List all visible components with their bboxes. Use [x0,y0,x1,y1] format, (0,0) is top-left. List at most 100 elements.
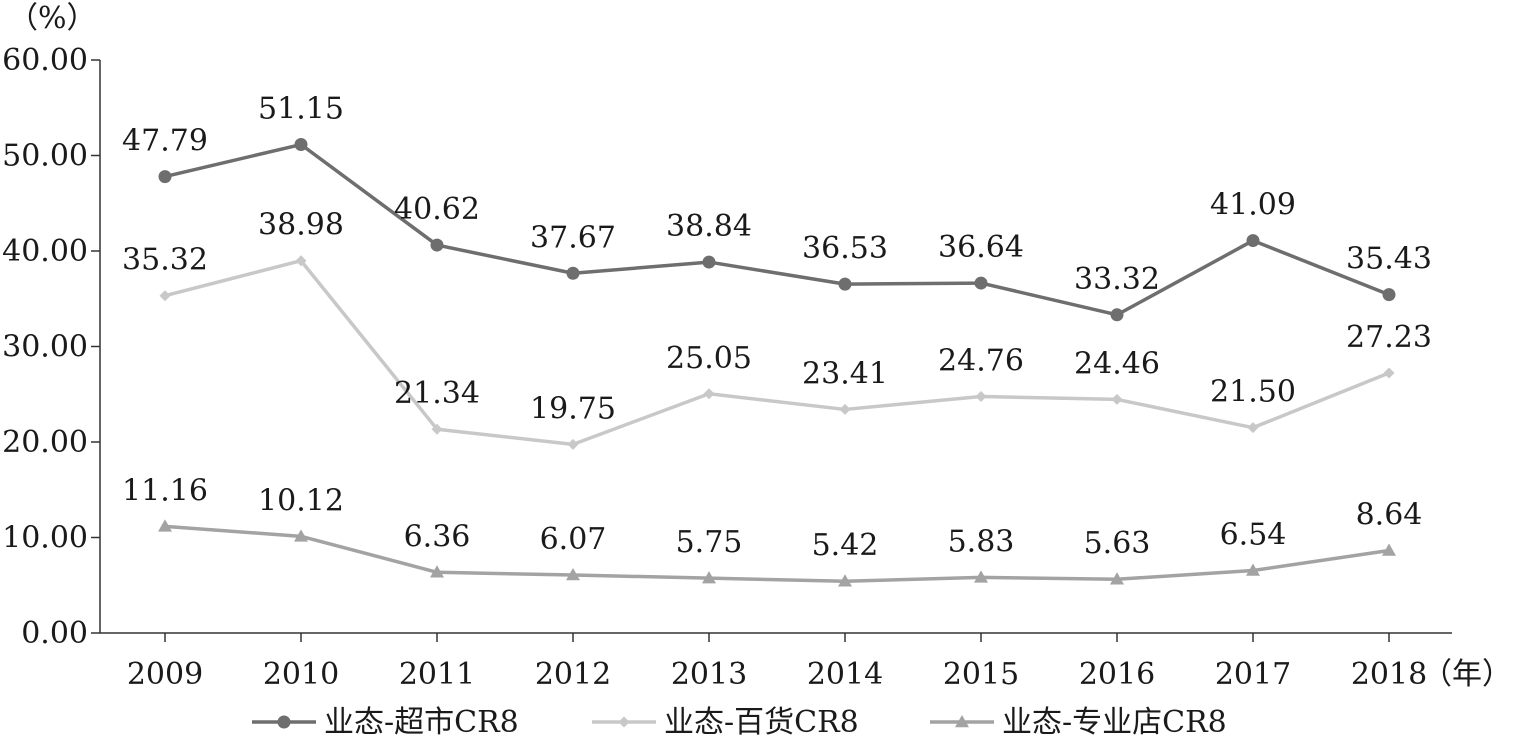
x-tick-label: 2011 [399,657,475,692]
x-tick-label: 2014 [807,657,883,692]
x-axis-unit: （年） [1422,657,1512,692]
data-point [975,391,987,403]
y-tick-label: 30.00 [2,330,88,365]
series-0 [158,138,1396,322]
data-point [1382,543,1396,556]
data-point [295,255,307,267]
data-label: 10.12 [258,483,344,518]
data-label: 5.75 [676,525,743,560]
series-line [164,142,1390,317]
data-point [1110,572,1124,585]
x-tick-label: 2016 [1079,657,1155,692]
data-point [1383,367,1395,379]
data-point [430,238,444,252]
series-layer [158,138,1396,587]
data-label: 23.41 [802,356,888,391]
y-axis: 0.00 10.00 20.00 30.00 40.00 50.00 60.00 [2,43,101,651]
x-tick-label: 2013 [671,657,747,692]
data-label: 24.46 [1074,346,1160,381]
data-label: 47.79 [122,124,208,159]
legend-item-1: 业态-百货CR8 [592,705,859,740]
data-point [1110,308,1124,322]
data-point [159,290,171,302]
data-point [431,423,443,435]
data-label: 5.83 [948,524,1015,559]
x-tick-label: 2015 [943,657,1019,692]
data-label: 51.15 [258,92,344,127]
legend-label: 业态-超市CR8 [324,705,519,740]
data-point [294,138,308,152]
data-point [566,568,580,581]
series-2 [158,519,1396,587]
series-line [164,524,1390,583]
x-tick-label: 2017 [1215,657,1291,692]
data-point [277,715,291,729]
data-point [1382,288,1396,302]
data-label: 41.09 [1210,188,1296,223]
data-point [1111,393,1123,405]
data-point [1246,234,1260,248]
data-point [838,574,852,587]
x-tick-label: 2012 [535,657,611,692]
data-label: 40.62 [394,192,480,227]
data-label: 36.53 [802,231,888,266]
y-axis-unit: （%） [8,1,97,36]
data-label: 5.63 [1084,526,1151,561]
data-label: 6.54 [1220,518,1287,553]
data-point [1246,563,1260,576]
data-label: 21.50 [1210,375,1296,410]
data-point [703,388,715,400]
data-point [567,438,579,450]
data-label: 21.34 [394,376,480,411]
data-point [430,565,444,578]
legend-label: 业态-百货CR8 [664,705,859,740]
data-labels: 47.79 51.15 40.62 37.67 38.84 36.53 36.64 33.32… [122,92,1432,564]
data-point [838,277,852,291]
x-axis: 2009 2010 2011 2012 2013 2014 2015 2016 2017 2018 [100,632,1452,692]
data-label: 35.43 [1346,242,1432,277]
data-label: 6.36 [404,519,471,554]
y-tick-label: 60.00 [2,43,88,78]
data-label: 35.32 [122,243,208,278]
data-label: 11.16 [122,473,208,508]
series-line [164,258,1390,447]
legend-label: 业态-专业店CR8 [1002,705,1227,740]
data-label: 5.42 [812,528,879,563]
data-label: 19.75 [530,391,616,426]
y-tick-label: 20.00 [2,425,88,460]
data-label: 37.67 [530,220,616,255]
data-point [974,570,988,583]
data-label: 6.07 [540,522,607,557]
data-point [702,255,716,269]
legend: 业态-超市CR8 业态-百货CR8 业态-专业店CR8 [252,705,1227,740]
data-label: 8.64 [1356,497,1423,532]
data-point [566,266,580,280]
data-point [974,276,988,290]
series-1 [159,255,1395,450]
x-tick-label: 2018 [1351,657,1427,692]
data-label: 33.32 [1074,262,1160,297]
data-label: 24.76 [938,344,1024,379]
data-point [158,519,172,532]
data-label: 25.05 [666,341,752,376]
data-point [839,403,851,415]
x-tick-label: 2009 [127,657,203,692]
data-point [1247,422,1259,434]
legend-item-0: 业态-超市CR8 [252,705,519,740]
data-label: 36.64 [938,230,1024,265]
legend-item-2: 业态-专业店CR8 [930,705,1227,740]
y-tick-label: 40.00 [2,234,88,269]
data-point [618,716,630,728]
x-tick-label: 2010 [263,657,339,692]
y-tick-label: 10.00 [2,521,88,556]
data-point [294,529,308,542]
data-label: 38.98 [258,208,344,243]
data-label: 38.84 [666,209,752,244]
data-point [702,571,716,584]
data-point [158,170,172,184]
data-label: 27.23 [1346,320,1432,355]
y-tick-label: 0.00 [21,616,88,651]
y-tick-label: 50.00 [2,139,88,174]
data-point [955,715,969,728]
